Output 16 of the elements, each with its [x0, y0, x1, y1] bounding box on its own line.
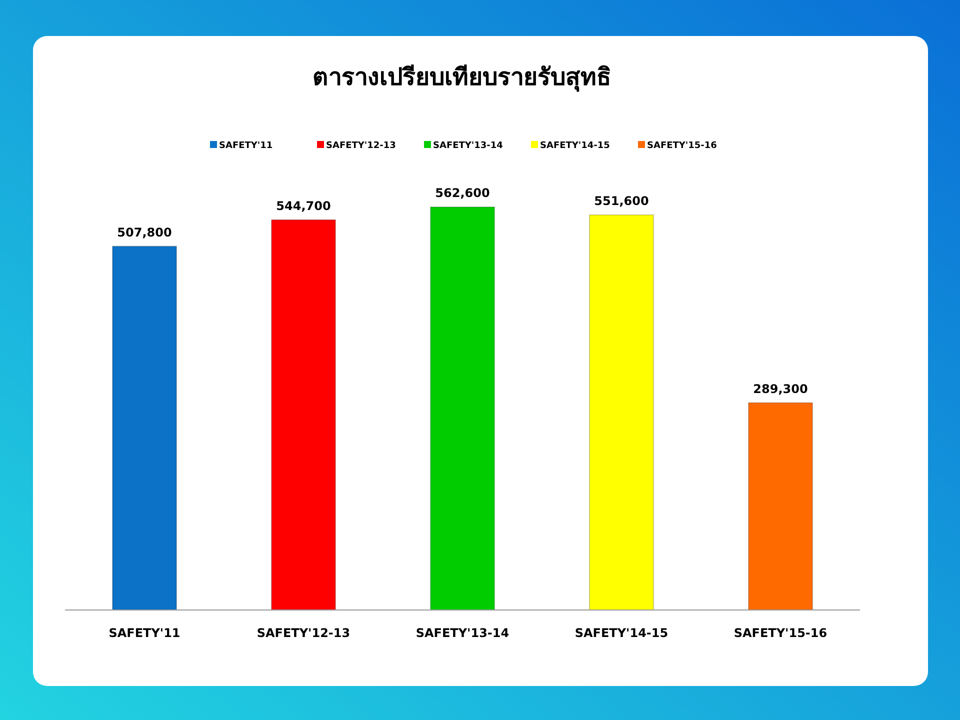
x-tick-label: SAFETY'13-14 — [416, 626, 510, 640]
data-label: 507,800 — [117, 225, 172, 240]
legend-label: SAFETY'12-13 — [326, 141, 396, 151]
x-tick-label: SAFETY'12-13 — [256, 626, 350, 640]
x-tick-label: SAFETY'14-15 — [574, 626, 668, 640]
legend-label: SAFETY'14-15 — [540, 141, 610, 151]
data-label: 562,600 — [435, 186, 490, 200]
x-tick-label: SAFETY'15-16 — [734, 626, 828, 640]
legend-label: SAFETY'15-16 — [647, 141, 717, 151]
legend-label: SAFETY'13-14 — [433, 141, 503, 151]
legend-label: SAFETY'11 — [219, 141, 273, 151]
data-label: 289,300 — [753, 382, 808, 396]
data-label: 551,600 — [594, 194, 649, 208]
chart-title: ตารางเปรียบเทียบรายรับสุทธิ — [312, 63, 612, 93]
data-label: 544,700 — [276, 198, 331, 213]
x-tick-label: SAFETY'11 — [108, 626, 180, 640]
